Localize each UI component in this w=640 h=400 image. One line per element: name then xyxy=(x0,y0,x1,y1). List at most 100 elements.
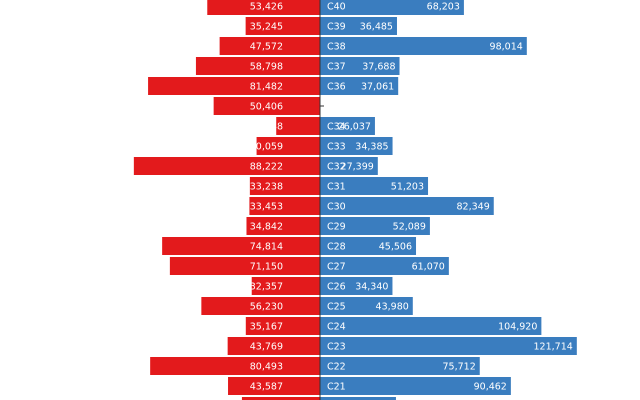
bar-labels: 53,426 C40 68,203 35,245 C39 36,485 47,572 C38 9… xyxy=(250,2,573,393)
right-bar-C38 xyxy=(320,37,527,55)
left-value-label-C38: 47,572 xyxy=(250,42,283,53)
right-series-bars xyxy=(320,0,577,400)
left-bar-C40 xyxy=(207,0,320,15)
right-value-label-C21: 90,462 xyxy=(474,382,507,393)
category-label-C40: C40 xyxy=(327,2,346,13)
category-label-C26: C26 xyxy=(327,282,346,293)
left-value-label-C35: 50,406 xyxy=(250,102,283,113)
category-label-C27: C27 xyxy=(327,262,346,273)
left-value-label-C22: 80,493 xyxy=(250,362,283,373)
right-bar-C29 xyxy=(320,217,430,235)
right-bar-C28 xyxy=(320,237,417,255)
left-value-label-C29: 34,842 xyxy=(250,222,283,233)
right-bar-C39 xyxy=(320,17,397,35)
left-bar-C26 xyxy=(251,277,320,295)
left-value-label-C33: 30,059 xyxy=(250,142,283,153)
right-value-label-C37: 37,688 xyxy=(362,62,395,73)
right-bar-C31 xyxy=(320,177,429,195)
left-value-label-C24: 35,167 xyxy=(250,322,283,333)
left-bar-C20 xyxy=(241,397,320,400)
right-bar-C40 xyxy=(320,0,464,15)
right-value-label-C27: 61,070 xyxy=(412,262,445,273)
right-bar-C33 xyxy=(320,137,393,155)
left-value-label-C23: 43,769 xyxy=(250,342,283,353)
left-value-label-C32: 88,222 xyxy=(250,162,283,173)
right-value-label-C25: 43,980 xyxy=(376,302,409,313)
category-label-C25: C25 xyxy=(327,302,346,313)
category-label-C39: C39 xyxy=(327,22,346,33)
right-bar-C32 xyxy=(320,157,378,175)
right-value-label-C39: 36,485 xyxy=(360,22,393,33)
right-bar-C25 xyxy=(320,297,413,315)
left-bar-C39 xyxy=(245,17,320,35)
left-value-label-C28: 74,814 xyxy=(250,242,283,253)
left-bar-C33 xyxy=(256,137,320,155)
left-bar-C34 xyxy=(276,117,320,135)
category-label-C29: C29 xyxy=(327,222,346,233)
category-label-C37: C37 xyxy=(327,62,346,73)
left-value-label-C34: 20,748 xyxy=(250,122,283,133)
right-bar-C30 xyxy=(320,197,494,215)
right-value-label-C32: 27,399 xyxy=(341,162,374,173)
left-value-label-C37: 58,798 xyxy=(250,62,283,73)
category-label-C32: C32 xyxy=(327,162,346,173)
left-series-bars xyxy=(133,0,320,400)
left-bar-C38 xyxy=(219,37,320,55)
category-label-C23: C23 xyxy=(327,342,346,353)
right-value-label-C30: 82,349 xyxy=(457,202,490,213)
left-value-label-C40: 53,426 xyxy=(250,2,283,13)
category-label-C21: C21 xyxy=(327,382,346,393)
left-value-label-C26: 32,357 xyxy=(250,282,283,293)
right-value-label-C40: 68,203 xyxy=(427,2,460,13)
right-value-label-C36: 37,061 xyxy=(361,82,394,93)
left-bar-C22 xyxy=(150,357,320,375)
right-bar-C34 xyxy=(320,117,375,135)
right-bar-C37 xyxy=(320,57,400,75)
left-value-label-C21: 43,587 xyxy=(250,382,283,393)
right-value-label-C34: 26,037 xyxy=(338,122,371,133)
right-bar-C21 xyxy=(320,377,511,395)
category-label-C24: C24 xyxy=(327,322,346,333)
left-value-label-C30: 33,453 xyxy=(250,202,283,213)
category-label-C30: C30 xyxy=(327,202,346,213)
right-bar-C26 xyxy=(320,277,393,295)
left-value-label-C31: 33,238 xyxy=(250,182,283,193)
left-bar-C37 xyxy=(195,57,320,75)
right-value-label-C26: 34,340 xyxy=(355,282,388,293)
category-label-C34: C34 xyxy=(327,122,346,133)
right-bar-C36 xyxy=(320,77,399,95)
right-bar-C23 xyxy=(320,337,577,355)
right-value-label-C31: 51,203 xyxy=(391,182,424,193)
left-value-label-C36: 81,482 xyxy=(250,82,283,93)
right-bar-C24 xyxy=(320,317,542,335)
right-bar-C20 xyxy=(320,397,396,400)
left-value-label-C27: 71,150 xyxy=(250,262,283,273)
left-bar-C29 xyxy=(246,217,320,235)
right-bar-C27 xyxy=(320,257,449,275)
left-bar-C23 xyxy=(227,337,320,355)
left-bar-C24 xyxy=(245,317,320,335)
right-value-label-C33: 34,385 xyxy=(355,142,388,153)
left-bar-C36 xyxy=(148,77,320,95)
category-label-C38: C38 xyxy=(327,42,346,53)
category-label-C28: C28 xyxy=(327,242,346,253)
right-bar-C22 xyxy=(320,357,480,375)
left-bar-C35 xyxy=(213,97,320,115)
right-value-label-C29: 52,089 xyxy=(393,222,426,233)
left-value-label-C25: 56,230 xyxy=(250,302,283,313)
left-value-label-C39: 35,245 xyxy=(250,22,283,33)
right-value-label-C28: 45,506 xyxy=(379,242,412,253)
category-label-C33: C33 xyxy=(327,142,346,153)
left-bar-C32 xyxy=(133,157,320,175)
left-bar-C31 xyxy=(249,177,320,195)
category-label-C31: C31 xyxy=(327,182,346,193)
right-value-label-C23: 121,714 xyxy=(534,342,573,353)
right-value-label-C38: 98,014 xyxy=(490,42,523,53)
left-bar-C21 xyxy=(228,377,320,395)
category-label-C22: C22 xyxy=(327,362,346,373)
right-value-label-C24: 104,920 xyxy=(498,322,537,333)
left-bar-C30 xyxy=(249,197,320,215)
left-bar-C27 xyxy=(169,257,320,275)
left-bar-C28 xyxy=(162,237,320,255)
